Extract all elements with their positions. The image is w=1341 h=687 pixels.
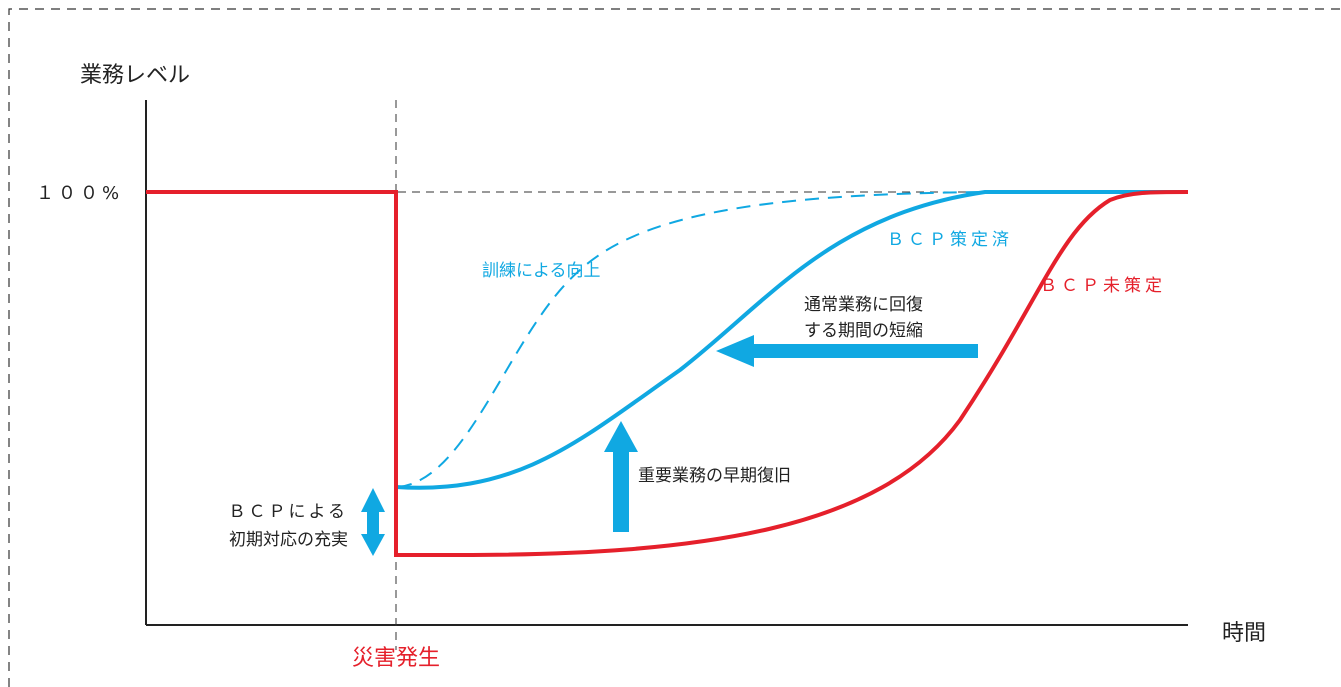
- x-axis-label: 時間: [1222, 621, 1266, 646]
- bcp-done-label: ＢＣＰ策定済: [887, 230, 1013, 250]
- early-recovery-arrow-shaft: [613, 450, 629, 532]
- level-100-label: １００%: [36, 183, 123, 204]
- disaster-label: 災害発生: [352, 646, 440, 671]
- initial-label-line1: ＢＣＰによる: [229, 502, 349, 522]
- early-recovery-arrow-head: [604, 421, 638, 452]
- early-recovery-label: 重要業務の早期復旧: [638, 466, 791, 486]
- initial-arrow-head-up: [361, 488, 385, 512]
- initial-arrow-shaft: [367, 510, 379, 536]
- bcp-done-curve: [395, 190, 1188, 490]
- training-curve: [397, 191, 986, 488]
- y-axis-label: 業務レベル: [80, 63, 190, 88]
- bcp-none-label: ＢＣＰ未策定: [1040, 276, 1166, 296]
- initial-arrow-head-down: [361, 534, 385, 556]
- shorten-label-line1: 通常業務に回: [804, 295, 906, 315]
- initial-label-line2: 初期対応の充実: [229, 530, 348, 550]
- shorten-label-line3: する期間の短縮: [804, 321, 923, 341]
- training-label: 訓練による向上: [482, 261, 601, 281]
- bcp-none-curve: [146, 190, 1189, 557]
- shorten-arrow-shaft: [750, 344, 978, 358]
- outer-dashed-frame: [8, 8, 1341, 687]
- shorten-label-line2: 復: [906, 295, 923, 315]
- shorten-arrow-head: [716, 335, 754, 367]
